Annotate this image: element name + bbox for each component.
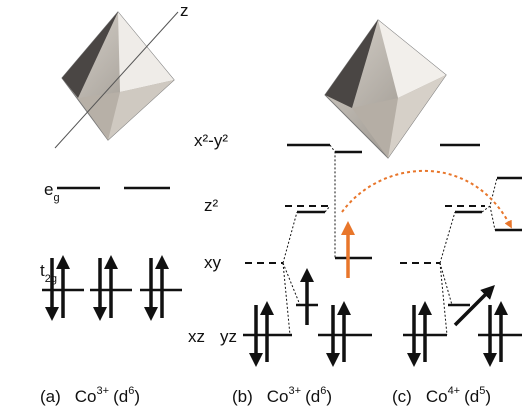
eg-label: eg: [44, 180, 60, 204]
octahedron-regular: [55, 12, 178, 148]
config: (d: [113, 387, 128, 406]
panel-tag: (b): [232, 387, 253, 406]
octahedron-elongated: [325, 20, 446, 158]
ion: Co: [267, 387, 289, 406]
panel-tag: (a): [40, 387, 61, 406]
axis-label: z: [180, 1, 189, 20]
panel-a-levels: [42, 188, 182, 318]
panel-tag: (c): [392, 387, 412, 406]
panel-caption: (c)Co4+(d5): [392, 385, 491, 406]
x2y2-label: x²-y²: [194, 131, 228, 150]
t2g-label: t2g: [40, 261, 57, 285]
captions: (a)Co3+(d6)(b)Co3+(d6)(c)Co4+(d5): [40, 385, 491, 406]
charge: 4+: [448, 385, 461, 397]
z2-label: z²: [204, 196, 219, 215]
config-close: ): [134, 387, 140, 406]
config: (d: [305, 387, 320, 406]
config-close: ): [485, 387, 491, 406]
config-close: ): [326, 387, 332, 406]
yz-label: yz: [220, 327, 237, 346]
diagram: z eg t2g x²-y² z² xy xz yz: [0, 0, 527, 416]
charge: 3+: [289, 385, 302, 397]
panel-caption: (b)Co3+(d6): [232, 385, 332, 406]
xz-label: xz: [188, 327, 205, 346]
charge: 3+: [97, 385, 110, 397]
config: (d: [464, 387, 479, 406]
transfer-arrow: [342, 171, 510, 225]
xy-label: xy: [204, 253, 222, 272]
panel-b-levels: [243, 145, 372, 362]
panel-caption: (a)Co3+(d6): [40, 385, 140, 406]
ion: Co: [426, 387, 448, 406]
ion: Co: [75, 387, 97, 406]
